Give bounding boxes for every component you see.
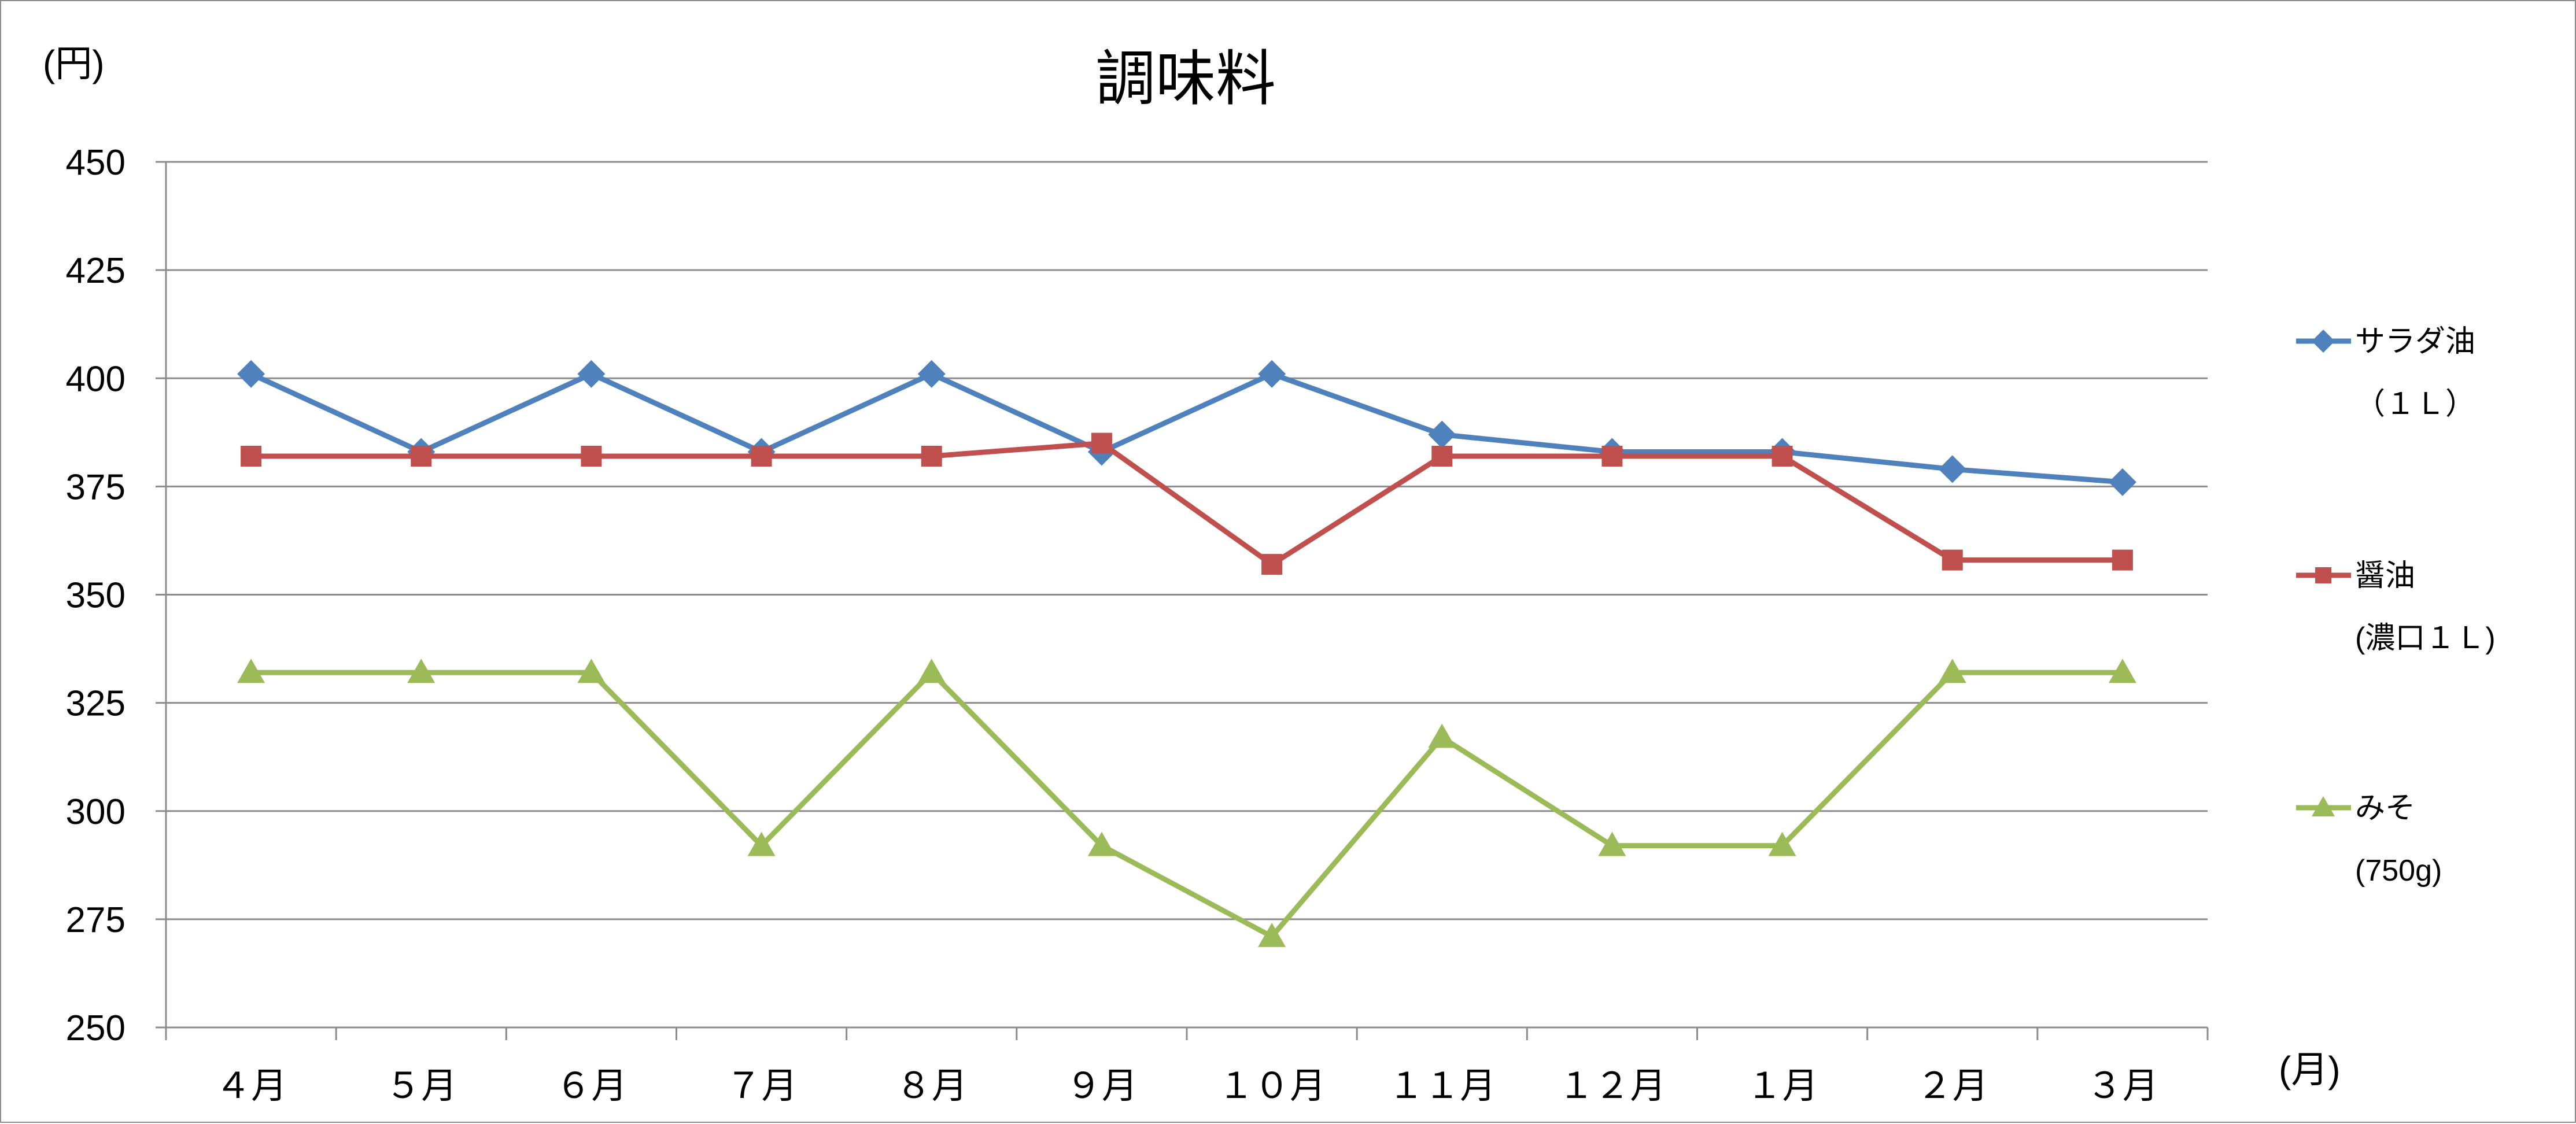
data-point xyxy=(1431,445,1453,467)
data-point xyxy=(2108,659,2136,683)
legend-label: サラダ油 xyxy=(2355,325,2475,358)
data-point xyxy=(1938,659,1966,683)
data-point xyxy=(751,445,772,467)
legend-entry-2: 醤油 (濃口１Ｌ) xyxy=(2296,559,2496,655)
chart-title: 調味料 xyxy=(1095,46,1276,113)
data-point xyxy=(407,659,436,683)
series-3 xyxy=(237,659,2136,947)
data-point xyxy=(1772,445,1793,467)
y-tick-label: 250 xyxy=(66,1008,126,1048)
x-tick-label: ９月 xyxy=(1066,1066,1138,1106)
data-point xyxy=(917,360,946,388)
x-tick-label: ２月 xyxy=(1917,1066,1988,1106)
y-tick-label: 350 xyxy=(66,576,126,616)
data-point xyxy=(1601,445,1623,467)
legend-entry-1: サラダ油 （１Ｌ） xyxy=(2296,325,2475,421)
data-point xyxy=(747,831,776,856)
x-tick-label: ４月 xyxy=(215,1066,287,1106)
legend-label: （１Ｌ） xyxy=(2355,387,2475,421)
x-tick-label: ５月 xyxy=(385,1066,457,1106)
legend-label: (750g) xyxy=(2355,854,2442,888)
data-point xyxy=(917,659,946,683)
data-point xyxy=(1428,723,1456,748)
x-tick-label: ３月 xyxy=(2087,1066,2158,1106)
legend-label: (濃口１Ｌ) xyxy=(2355,622,2496,655)
data-point xyxy=(921,445,942,467)
x-tick-label: ６月 xyxy=(555,1066,627,1106)
series-line xyxy=(251,441,2123,567)
x-tick-label: ７月 xyxy=(726,1066,798,1106)
data-point xyxy=(2112,549,2133,571)
data-point xyxy=(1598,831,1626,856)
data-point xyxy=(2108,468,2136,496)
x-tick-label: １月 xyxy=(1747,1066,1818,1106)
y-tick-label: 400 xyxy=(66,359,126,399)
data-point xyxy=(1091,432,1112,454)
y-tick-label: 425 xyxy=(66,251,126,291)
legend-marker xyxy=(2312,796,2335,816)
series-line xyxy=(251,670,2123,940)
data-point xyxy=(241,445,262,467)
series-2 xyxy=(241,432,2133,575)
y-tick-label: 450 xyxy=(66,143,126,183)
y-tick-label: 275 xyxy=(66,900,126,940)
x-tick-label: １１月 xyxy=(1388,1066,1496,1106)
legend-marker xyxy=(2315,567,2331,583)
series-line xyxy=(250,371,2123,485)
legend-marker xyxy=(2312,330,2335,353)
legend-label: みそ xyxy=(2355,792,2415,825)
data-point xyxy=(1942,549,1963,571)
data-point xyxy=(237,659,265,683)
data-point xyxy=(237,360,265,388)
y-axis-unit-label: (円) xyxy=(43,43,105,84)
data-point xyxy=(1258,922,1286,947)
legend-label: 醤油 xyxy=(2355,559,2415,593)
data-point xyxy=(1428,420,1456,449)
series-1 xyxy=(237,360,2136,496)
data-point xyxy=(1258,360,1286,388)
data-point xyxy=(1938,455,1966,483)
x-tick-label: １０月 xyxy=(1218,1066,1326,1106)
y-tick-label: 375 xyxy=(66,467,126,507)
y-tick-label: 325 xyxy=(66,684,126,724)
axes: 250 275 300 325 350 375 400 425 450 ４月 ５月 ６月 ７月 ８月 ９月 １… xyxy=(66,143,2209,1106)
y-tick-label: 300 xyxy=(66,792,126,832)
x-axis-unit-label: (月) xyxy=(2279,1049,2341,1090)
x-tick-label: １２月 xyxy=(1558,1066,1666,1106)
legend: サラダ油 （１Ｌ） 醤油 (濃口１Ｌ) みそ (750g) xyxy=(2296,325,2496,888)
legend-entry-3: みそ (750g) xyxy=(2296,792,2442,888)
data-point xyxy=(1261,554,1283,575)
data-point xyxy=(577,659,606,683)
data-point xyxy=(577,360,606,388)
x-tick-label: ８月 xyxy=(896,1066,968,1106)
data-point xyxy=(411,445,432,467)
series-group xyxy=(237,360,2136,947)
data-point xyxy=(1768,831,1796,856)
data-point xyxy=(581,445,602,467)
data-point xyxy=(1087,831,1116,856)
gridlines xyxy=(166,161,2208,920)
